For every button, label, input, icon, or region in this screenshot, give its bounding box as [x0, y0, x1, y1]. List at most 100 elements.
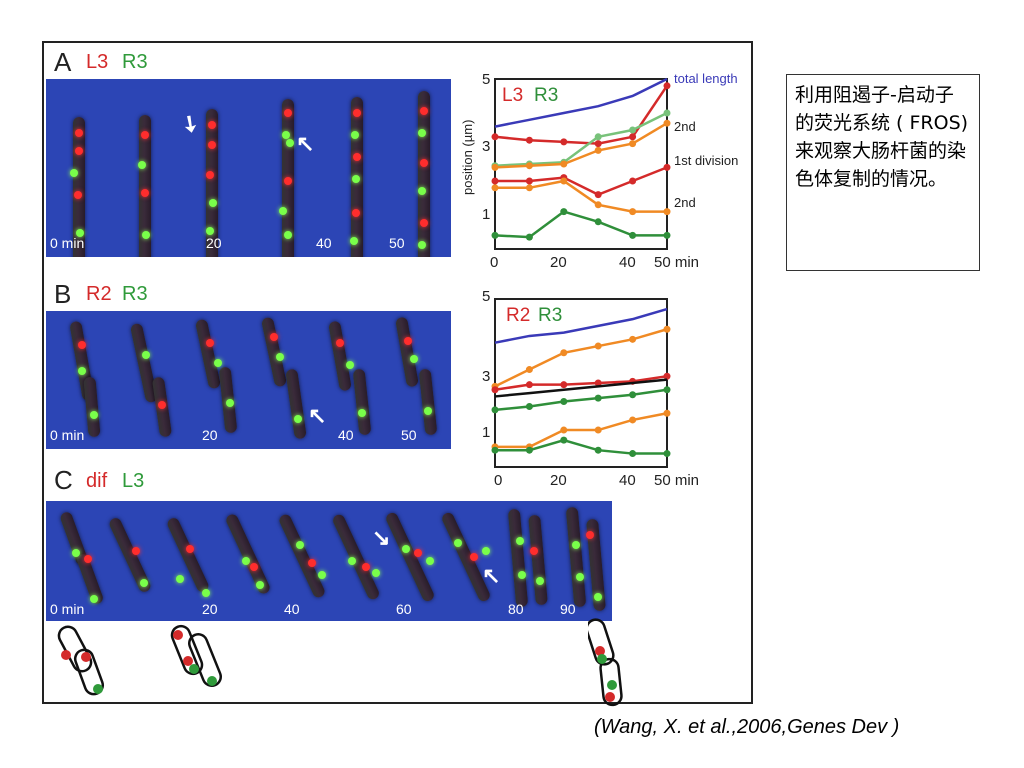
data-point — [491, 446, 499, 454]
series-line — [494, 375, 668, 391]
data-point — [491, 184, 499, 192]
y-tick: 5 — [482, 288, 490, 305]
cell — [528, 514, 548, 606]
panel-c-label-l3: L3 — [122, 470, 145, 492]
data-point — [663, 109, 671, 117]
green-spot — [256, 581, 264, 589]
green-spot — [282, 131, 290, 139]
legend-r2: R2 — [506, 305, 530, 326]
y-tick: 1 — [482, 206, 490, 223]
data-point — [560, 208, 568, 216]
red-spot — [308, 559, 316, 567]
annotation-1st-division: 1st division — [674, 153, 738, 168]
panel-b-plot: 5 3 1 0 20 40 50 min R2 R3 — [482, 288, 699, 489]
legend-l3: L3 — [502, 85, 523, 106]
green-spot — [402, 545, 410, 553]
data-point — [663, 325, 671, 333]
green-spot — [536, 577, 544, 585]
x-tick: 20 — [550, 472, 567, 489]
data-point — [491, 231, 499, 239]
red-spot — [404, 337, 412, 345]
panel-c-letter: C — [54, 465, 73, 495]
data-point — [663, 409, 671, 417]
green-spot — [351, 131, 359, 139]
time-label: 0 min — [50, 601, 85, 617]
time-label: 80 — [508, 601, 524, 617]
red-spot — [420, 107, 428, 115]
green-spot — [424, 407, 432, 415]
data-point — [491, 133, 499, 141]
citation: (Wang, X. et al.,2006,Genes Dev ) — [594, 716, 900, 738]
data-point — [560, 349, 568, 357]
data-point — [629, 416, 637, 424]
green-spot — [518, 571, 526, 579]
green-spot — [348, 557, 356, 565]
panel-a-micrograph: ➘ ↖ 0 min 20 40 50 — [46, 79, 451, 257]
green-spot — [418, 241, 426, 249]
red-spot — [420, 219, 428, 227]
legend-r3: R3 — [534, 85, 558, 106]
y-tick: 3 — [482, 138, 490, 155]
cell — [260, 316, 288, 388]
red-spot — [141, 189, 149, 197]
red-spot — [336, 339, 344, 347]
green-spot — [418, 129, 426, 137]
x-tick: 40 — [619, 472, 636, 489]
red-spot — [470, 553, 478, 561]
red-spot — [132, 547, 140, 555]
series-line — [494, 378, 668, 398]
green-spot — [140, 579, 148, 587]
green-spot — [352, 175, 360, 183]
red-spot — [206, 339, 214, 347]
data-point — [594, 342, 602, 350]
arrow-icon: ↖ — [482, 563, 501, 588]
cell — [352, 368, 372, 436]
data-point — [594, 379, 602, 387]
red-spot — [78, 341, 86, 349]
green-spot — [346, 361, 354, 369]
annotation-total-length: total length — [674, 71, 738, 86]
cell — [224, 512, 272, 596]
plot-lines — [491, 307, 671, 458]
data-point — [629, 231, 637, 239]
y-axis-label: position (µm) — [460, 120, 475, 195]
red-spot — [284, 177, 292, 185]
data-point — [525, 403, 533, 411]
series-line — [494, 77, 668, 128]
green-spot — [426, 557, 434, 565]
red-spot — [186, 545, 194, 553]
green-spot — [90, 595, 98, 603]
x-tick: 20 — [550, 254, 567, 271]
cell — [507, 508, 529, 608]
time-label: 40 — [338, 427, 354, 443]
arrow-icon: ↘ — [372, 525, 391, 550]
cell — [139, 115, 151, 257]
data-point — [491, 386, 499, 394]
panel-a-label-r3: R3 — [122, 51, 148, 73]
green-spot — [214, 359, 222, 367]
cell — [194, 318, 222, 390]
annotation-2nd: 2nd — [674, 195, 696, 210]
red-spot — [414, 549, 422, 557]
green-spot — [142, 231, 150, 239]
red-spot — [75, 147, 83, 155]
series-line — [494, 328, 668, 388]
green-spot — [209, 199, 217, 207]
data-point — [560, 381, 568, 389]
data-point — [663, 163, 671, 171]
red-spot — [208, 121, 216, 129]
green-spot — [202, 589, 210, 597]
data-point — [525, 184, 533, 192]
series-line — [495, 166, 668, 196]
data-point — [594, 218, 602, 226]
panel-b-label-r2: R2 — [86, 283, 112, 305]
green-spot — [572, 541, 580, 549]
cell — [285, 368, 307, 440]
green-spot — [516, 537, 524, 545]
green-spot — [358, 409, 366, 417]
data-point — [663, 386, 671, 394]
y-tick: 3 — [482, 368, 490, 385]
cell — [418, 368, 438, 436]
panel-b-letter: B — [54, 279, 72, 309]
data-point — [594, 426, 602, 434]
